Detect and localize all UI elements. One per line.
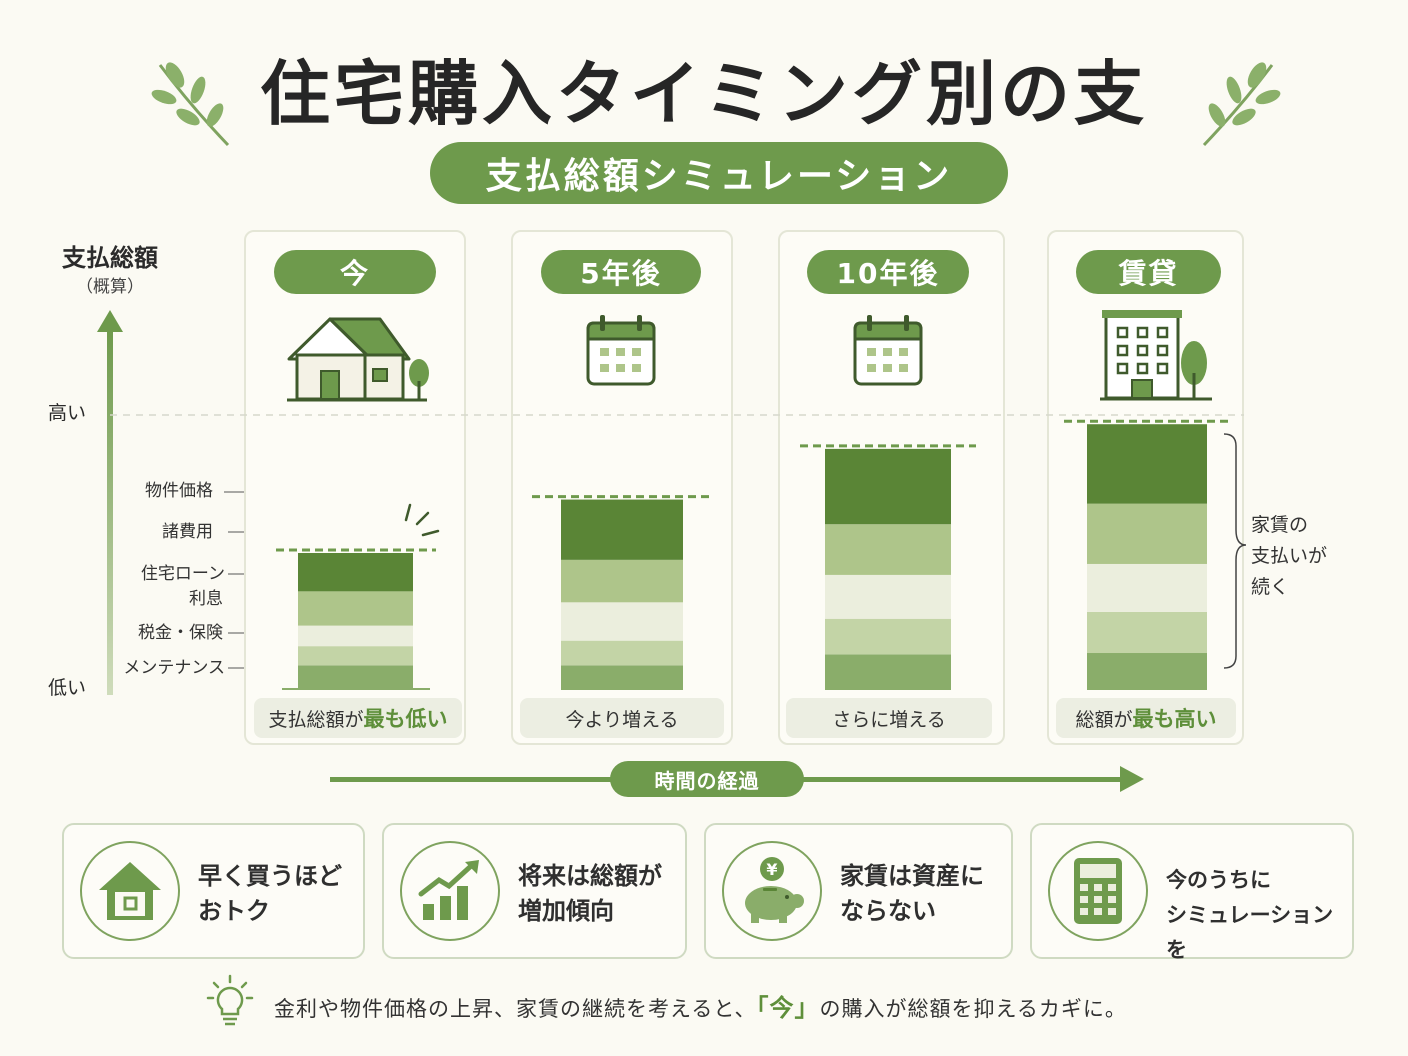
calculator-icon: [1074, 858, 1122, 924]
card-future-increase: 将来は総額が 増加傾向: [382, 823, 687, 959]
footer-emphasis: 「今」: [756, 994, 820, 1022]
y-axis-title: 支払総額: [62, 244, 158, 272]
panel-caption-now: 支払総額が 最も低い: [254, 698, 462, 738]
bar-segment-1-4: [561, 665, 683, 690]
card-icon-circle: [1048, 841, 1148, 941]
bar-segment-0-1: [298, 591, 413, 626]
bar-segment-1-3: [561, 640, 683, 666]
card-rent-not-asset: ¥ 家賃は資産に ならない: [704, 823, 1013, 959]
rent-note: 家賃の 支払いが 続く: [1251, 510, 1327, 603]
bar-segment-1-2: [561, 602, 683, 641]
bar-segment-0-4: [298, 665, 413, 690]
sparkle-accent: [404, 503, 440, 537]
growth-chart-icon: [418, 860, 479, 920]
house-icon: [287, 317, 429, 402]
bar-segment-2-4: [825, 654, 951, 690]
calendar-icon: [586, 315, 656, 386]
calendar-icon: [853, 315, 923, 386]
panel-label-5-years: 5年後: [541, 250, 701, 294]
caption-emphasis: 最も高い: [1132, 707, 1217, 731]
card-text: 将来は総額が 増加傾向: [518, 859, 662, 929]
leaf-branch-right-icon: [1202, 62, 1281, 147]
rent-note-line: 家賃の: [1251, 514, 1309, 536]
bar-segment-3-0: [1087, 424, 1207, 504]
card-text: 今のうちに シミュレーションを: [1166, 863, 1352, 968]
leaf-branch-left-icon: [151, 62, 230, 147]
y-axis-high-label: 高い: [48, 402, 87, 424]
card-line: シミュレーションを: [1166, 903, 1334, 962]
card-line: おトク: [198, 897, 270, 925]
card-line: 増加傾向: [518, 897, 614, 925]
caption-text: 総額が: [1075, 708, 1133, 731]
bar-segment-2-3: [825, 618, 951, 655]
card-icon-circle: ¥: [722, 841, 822, 941]
y-axis-subtitle: （概算）: [76, 277, 144, 297]
caption-text: 今より増える: [565, 708, 679, 731]
legend-item-fees: 諸費用: [162, 522, 213, 542]
footer-text: の購入が総額を抑えるカギに。: [819, 997, 1127, 1021]
legend-item-interest: 利息: [189, 589, 223, 609]
caption-text: さらに増える: [832, 708, 946, 731]
rent-note-line: 支払いが: [1251, 545, 1328, 567]
card-line: ならない: [840, 897, 936, 925]
panel-caption-5-years: 今より増える: [520, 698, 724, 738]
bar-segment-0-3: [298, 646, 413, 666]
legend-item-maintenance: メンテナンス: [123, 658, 225, 678]
bar-segment-3-4: [1087, 653, 1207, 690]
footer-message: 金利や物件価格の上昇、家賃の継続を考えると、「今」の購入が総額を抑えるカギに。: [274, 988, 1127, 1023]
card-buy-early: 早く買うほど おトク: [62, 823, 365, 959]
bar-segment-0-0: [298, 553, 413, 592]
bar-segment-1-1: [561, 559, 683, 603]
card-icon-circle: [400, 841, 500, 941]
rent-note-line: 続く: [1251, 576, 1290, 598]
house-icon: [99, 862, 161, 920]
card-line: 早く買うほど: [198, 862, 342, 890]
bar-segment-2-2: [825, 574, 951, 619]
subtitle-pill: 支払総額シミュレーション: [430, 142, 1008, 204]
bar-segment-1-0: [561, 499, 683, 560]
bar-segment-0-2: [298, 625, 413, 647]
y-axis-arrow: [97, 310, 123, 695]
time-axis-label: 時間の経過: [610, 761, 804, 797]
bar-segment-3-3: [1087, 611, 1207, 654]
panel-label-now: 今: [274, 250, 436, 294]
caption-text: 支払総額が: [268, 708, 364, 731]
bar-segment-3-1: [1087, 503, 1207, 564]
card-text: 家賃は資産に ならない: [840, 859, 984, 929]
piggy-bank-icon: ¥: [745, 857, 804, 923]
legend-item-property-price: 物件価格: [145, 481, 213, 501]
stacked-bar-chart: [110, 414, 1247, 690]
panel-label-rent: 賃貸: [1076, 250, 1221, 294]
bar-segment-2-1: [825, 524, 951, 575]
svg-text:¥: ¥: [766, 860, 777, 879]
footer-text: 金利や物件価格の上昇、家賃の継続を考えると、: [274, 997, 757, 1021]
panel-label-10-years: 10年後: [807, 250, 969, 294]
y-axis-low-label: 低い: [48, 677, 87, 699]
card-line: 将来は総額が: [518, 862, 662, 890]
page-title: 住宅購入タイミング別の支: [260, 53, 1148, 135]
bar-segment-2-0: [825, 448, 951, 525]
card-icon-circle: [80, 841, 180, 941]
card-simulate-now: 今のうちに シミュレーションを: [1030, 823, 1354, 962]
panel-caption-10-years: さらに増える: [786, 698, 992, 738]
caption-emphasis: 最も低い: [363, 707, 448, 731]
card-line: 今のうちに: [1166, 868, 1271, 892]
lightbulb-icon: [206, 974, 254, 1026]
building-icon: [1100, 310, 1212, 401]
card-line: 家賃は資産に: [840, 862, 984, 890]
legend-item-loan: 住宅ローン: [140, 564, 225, 584]
card-text: 早く買うほど おトク: [198, 859, 342, 929]
legend-item-tax-insurance: 税金・保険: [138, 623, 223, 643]
panel-caption-rent: 総額が 最も高い: [1056, 698, 1236, 738]
bar-segment-3-2: [1087, 563, 1207, 612]
